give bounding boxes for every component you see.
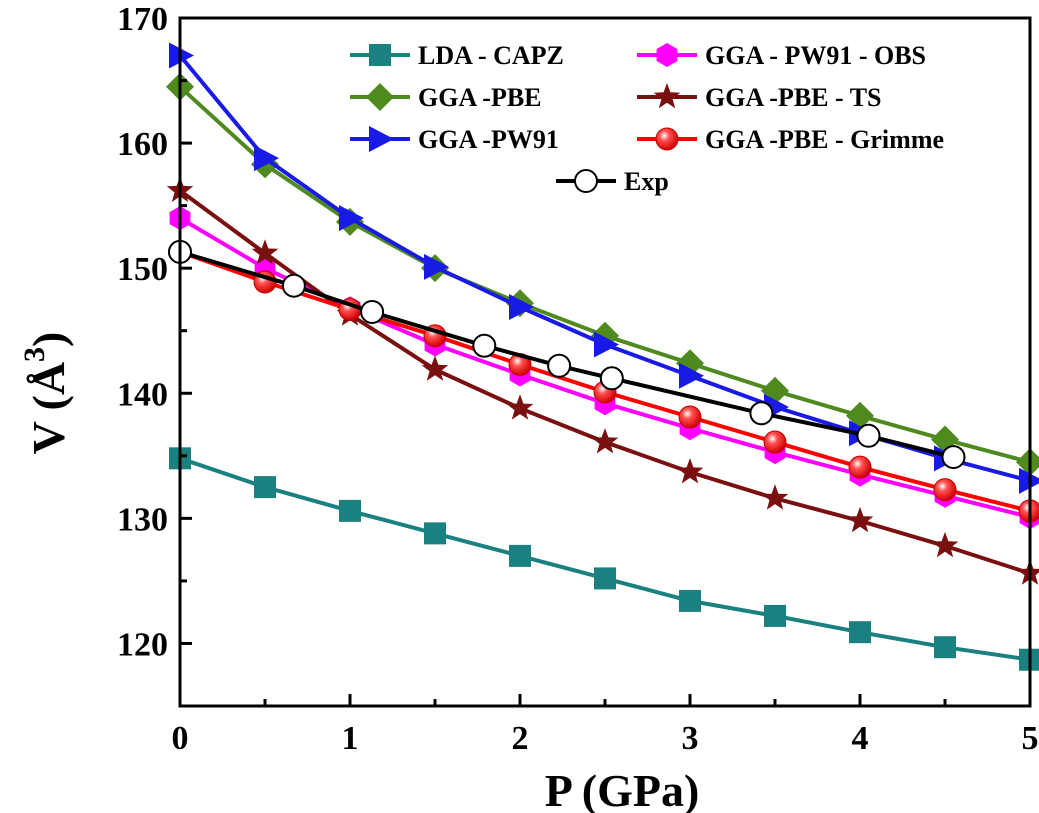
legend-marker (574, 169, 598, 193)
x-axis-title: P (GPa) (545, 765, 700, 813)
data-point (678, 405, 702, 429)
legend-marker (655, 127, 679, 151)
legend: LDA - CAPZ GGA -PBE GGA -PW91 GGA - PW91 - … (350, 41, 944, 196)
legend-label: GGA -PBE - Grimme (705, 125, 944, 154)
data-point (599, 366, 624, 391)
data-point (846, 506, 874, 533)
y-axis-title-close: ) (23, 332, 74, 347)
series-exp (168, 239, 966, 470)
data-point (591, 428, 619, 454)
data-point (472, 333, 497, 358)
legend-marker (656, 43, 678, 67)
data-point (251, 239, 279, 265)
data-point (509, 293, 534, 320)
y-axis-title-group: V (Å3) (18, 332, 74, 455)
x-tick-label: 5 (1022, 720, 1039, 757)
data-point (424, 253, 449, 280)
data-point (849, 621, 871, 644)
legend-entry: GGA -PBE (350, 83, 542, 112)
x-tick-label: 3 (682, 720, 699, 757)
axes: 0 1 2 3 4 5 120 130 140 150 160 170 (117, 1, 1039, 757)
data-point (281, 273, 306, 298)
data-point (761, 484, 789, 510)
data-point (676, 458, 704, 484)
data-point (506, 394, 534, 420)
x-tick-label: 1 (342, 720, 359, 757)
x-tick-label: 2 (512, 720, 529, 757)
legend-entry: GGA -PBE - TS (637, 83, 882, 112)
data-point (424, 522, 446, 545)
legend-entry: GGA - PW91 - OBS (637, 41, 926, 70)
series-line (178, 216, 1031, 520)
data-point (547, 353, 572, 378)
y-axis-title: V (Å3) (18, 332, 74, 455)
data-point (594, 331, 619, 358)
data-point (764, 604, 786, 627)
legend-label: GGA -PW91 (418, 125, 559, 154)
data-point (339, 205, 364, 232)
y-tick-label: 120 (117, 626, 168, 663)
data-point (254, 145, 279, 172)
data-point (1016, 559, 1039, 585)
legend-entry: LDA - CAPZ (350, 41, 564, 70)
series-gga-pw91 (169, 42, 1039, 494)
legend-entry: GGA -PBE - Grimme (637, 125, 944, 154)
x-tick-label: 4 (852, 720, 869, 757)
data-point (941, 445, 966, 470)
y-tick-label: 170 (117, 1, 168, 38)
data-point (421, 355, 449, 381)
data-point (934, 636, 956, 659)
data-point (339, 499, 361, 522)
legend-label: LDA - CAPZ (418, 41, 564, 70)
y-axis-title-main: V (Å (23, 362, 74, 454)
y-tick-label: 160 (117, 126, 168, 163)
legend-marker (366, 83, 394, 111)
data-point (679, 362, 704, 389)
data-point (594, 567, 616, 590)
data-point (763, 430, 787, 454)
legend-entry: Exp (556, 167, 669, 196)
legend-label: GGA -PBE (418, 83, 542, 112)
legend-marker (369, 126, 394, 152)
series-layer (166, 42, 1039, 671)
series-line (179, 456, 1031, 662)
legend-entry: GGA -PW91 (350, 125, 559, 154)
data-point (749, 401, 774, 426)
data-point (931, 531, 959, 558)
data-point (679, 589, 701, 612)
legend-marker (653, 83, 681, 109)
plot-frame (178, 16, 1032, 708)
x-tick-label: 0 (172, 720, 189, 757)
y-tick-label: 150 (117, 251, 168, 288)
series-line (178, 54, 1031, 483)
y-tick-label: 140 (117, 376, 168, 413)
series-lda-capz (169, 447, 1039, 671)
data-point (848, 455, 872, 479)
legend-label: GGA -PBE - TS (705, 83, 882, 112)
y-axis-title-sup: 3 (18, 347, 51, 362)
data-point (360, 299, 385, 324)
data-point (509, 544, 531, 567)
legend-label: Exp (624, 167, 669, 196)
data-point (933, 478, 957, 502)
data-point (1016, 448, 1039, 477)
y-tick-label: 130 (117, 501, 168, 538)
data-point (254, 476, 276, 499)
legend-marker (369, 44, 391, 66)
data-point (856, 423, 881, 448)
legend-label: GGA - PW91 - OBS (705, 41, 926, 70)
